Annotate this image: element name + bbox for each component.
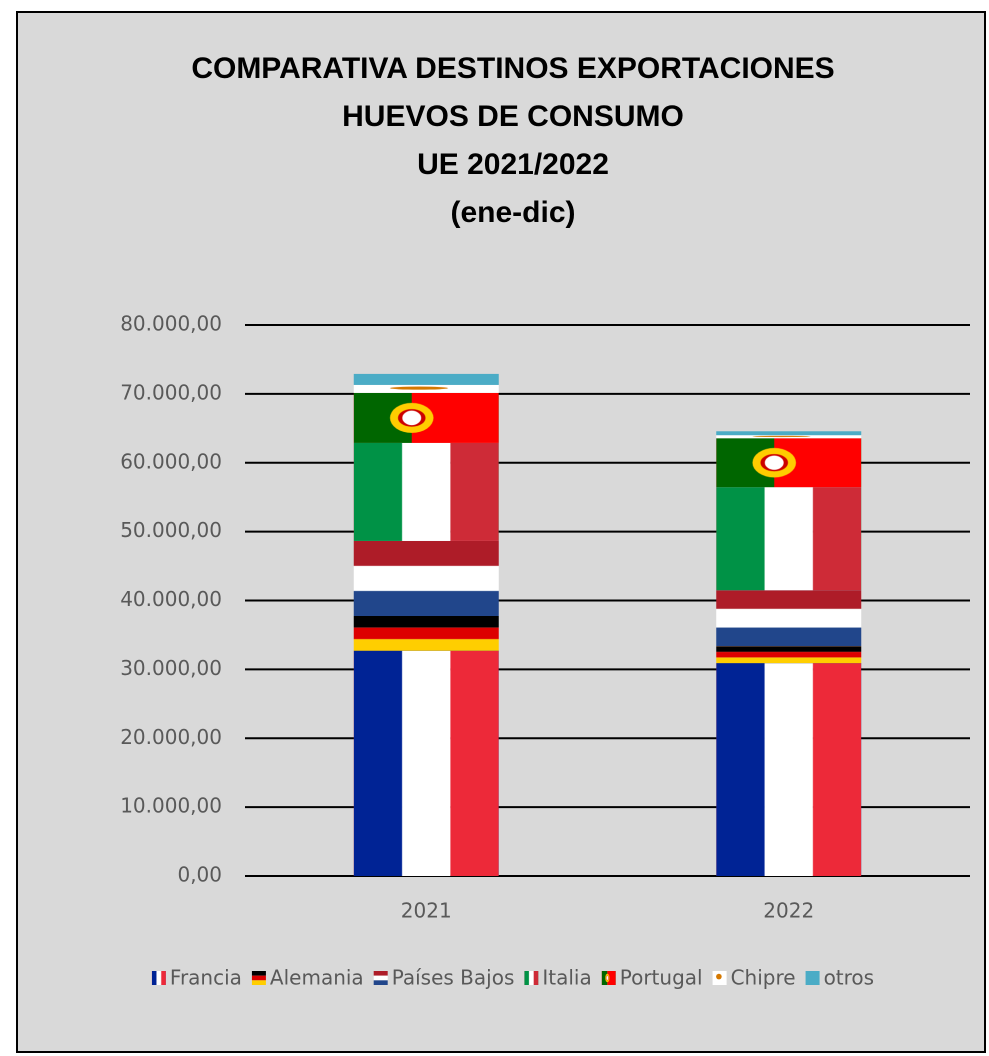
chart-title: UE 2021/2022 (417, 148, 609, 181)
y-tick-label: 20.000,00 (120, 725, 222, 749)
legend-item: Países Bajos (373, 966, 515, 990)
bar-segment (353, 384, 499, 393)
legend-swatch (524, 971, 539, 985)
bar-segment (353, 373, 499, 385)
y-tick-label: 60.000,00 (120, 449, 222, 473)
bar-segment (716, 435, 862, 439)
x-tick-label: 2022 (763, 899, 814, 923)
legend-item: Chipre (712, 966, 796, 990)
y-tick-label: 80.000,00 (120, 312, 222, 336)
legend-swatch (712, 971, 727, 985)
legend-label: Italia (542, 966, 591, 990)
legend-label: Francia (170, 966, 242, 990)
bar-segment (716, 431, 862, 436)
x-tick-label: 2021 (401, 899, 452, 923)
legend-swatch (601, 971, 616, 985)
legend-label: Chipre (731, 966, 796, 990)
bar-segment (353, 392, 499, 443)
bar-segment (353, 615, 499, 651)
bar-segment (716, 590, 862, 647)
y-tick-label: 0,00 (177, 863, 222, 887)
y-tick-label: 50.000,00 (120, 518, 222, 542)
legend-swatch (805, 971, 820, 985)
bar-segment (716, 646, 862, 664)
bar-segment (716, 438, 862, 488)
legend-label: Países Bajos (392, 966, 515, 990)
y-tick-label: 40.000,00 (120, 587, 222, 611)
chart-title: COMPARATIVA DESTINOS EXPORTACIONES (191, 52, 834, 85)
legend-swatch (373, 971, 388, 985)
legend-item: Portugal (601, 966, 703, 990)
y-tick-label: 30.000,00 (120, 656, 222, 680)
y-tick-label: 70.000,00 (120, 380, 222, 404)
chart-title: (ene-dic) (450, 196, 575, 229)
legend-item: otros (805, 966, 875, 990)
legend-item: Alemania (251, 966, 364, 990)
chart-title: HUEVOS DE CONSUMO (342, 100, 684, 133)
legend-item: Italia (524, 966, 592, 990)
bar-segment (716, 487, 862, 591)
legend-swatch (151, 971, 166, 985)
bar-segment (353, 540, 499, 616)
legend-swatch (251, 971, 266, 985)
bar-segment (716, 663, 862, 876)
legend-label: Portugal (620, 966, 703, 990)
legend-label: Alemania (270, 966, 364, 990)
legend-label: otros (824, 966, 875, 990)
y-tick-label: 10.000,00 (120, 794, 222, 818)
legend-item: Francia (151, 966, 242, 990)
bar-segment (353, 442, 499, 541)
bar-segment (353, 650, 499, 876)
